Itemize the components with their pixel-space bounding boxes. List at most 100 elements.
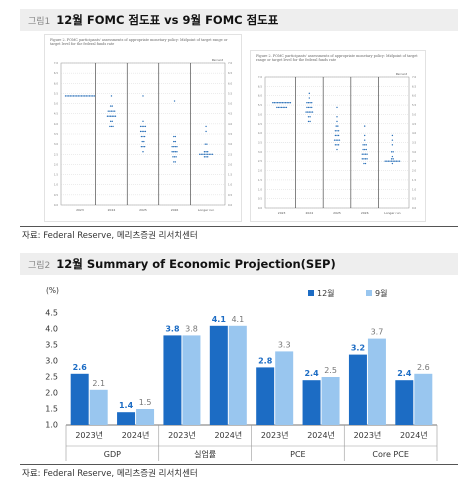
x-tick-label: 2024년 bbox=[400, 430, 428, 440]
sep-dotplot-dot bbox=[392, 160, 394, 162]
sep-dotplot-dot bbox=[281, 102, 284, 104]
sep-dotplot-dot bbox=[391, 162, 394, 165]
sep-dotplot-dot bbox=[337, 134, 340, 137]
dec-dotplot-dot bbox=[205, 130, 207, 133]
sep-dotplot-dot bbox=[288, 102, 290, 104]
bar-value-label-sep: 3.7 bbox=[371, 328, 384, 337]
sep-dotplot-dot bbox=[391, 155, 394, 158]
dec-dotplot-dot bbox=[68, 95, 70, 97]
sep-dotplot-dot bbox=[361, 158, 363, 160]
dec-dotplot-dot bbox=[143, 135, 146, 138]
x-tick-label: 2023년 bbox=[75, 430, 103, 440]
sep-dotplot-dot bbox=[384, 160, 386, 162]
bar-value-label-sep: 1.5 bbox=[139, 398, 152, 407]
dec-dotplot-dot bbox=[79, 95, 81, 97]
bar-value-label-sep: 2.6 bbox=[417, 363, 430, 372]
dec-dotplot-dot bbox=[174, 145, 177, 148]
sep-dotplot-ytick-left: 7.0 bbox=[258, 75, 262, 79]
sep-dotplot-dot bbox=[309, 102, 311, 104]
sep-dotplot-ytick-right: 2.5 bbox=[412, 159, 416, 163]
dec-dotplot-dot bbox=[110, 95, 113, 97]
dec-dotplot-dot bbox=[203, 156, 206, 158]
dec-dotplot-ytick-left: 7.0 bbox=[54, 61, 58, 65]
sep-dotplot-ytick-left: 0.5 bbox=[258, 197, 262, 201]
dec-dotplot-dot bbox=[144, 125, 147, 128]
group-label: GDP bbox=[104, 450, 121, 459]
sep-dotplot-dot bbox=[336, 116, 338, 118]
sep-dotplot-dot bbox=[307, 102, 310, 104]
bar-sep bbox=[182, 335, 201, 425]
dec-dotplot-dot bbox=[208, 153, 210, 155]
bar-value-label-sep: 3.8 bbox=[185, 324, 198, 333]
sep-dotplot-dot bbox=[335, 139, 337, 141]
dec-dotplot-dot bbox=[173, 135, 175, 138]
dec-dotplot-dot bbox=[85, 95, 88, 97]
dec-dotplot-ytick-right: 4.0 bbox=[228, 122, 232, 126]
sep-dotplot-xtick: 2024 bbox=[305, 211, 313, 215]
dec-dotplot-ytick-right: 6.0 bbox=[228, 81, 232, 85]
dec-dotplot-ytick-right: 4.5 bbox=[228, 112, 232, 116]
dot-plot-september: Figure 2. FOMC participants' assessments… bbox=[250, 50, 426, 222]
x-tick-label: 2024년 bbox=[214, 430, 242, 440]
y-tick-label: 4.5 bbox=[45, 309, 58, 318]
sep-dotplot-dot bbox=[387, 160, 390, 162]
dec-dotplot-dot bbox=[112, 110, 114, 112]
legend-label-sep: 9월 bbox=[375, 288, 387, 298]
dec-dotplot-dot bbox=[143, 130, 145, 133]
sep-dotplot-dot bbox=[278, 102, 280, 104]
dec-dotplot-dot bbox=[173, 140, 175, 143]
sep-dotplot-dot bbox=[394, 160, 396, 162]
dec-dotplot-dot bbox=[142, 120, 144, 123]
dot-plot-december-caption: Figure 2. FOMC participants' assessments… bbox=[50, 38, 228, 47]
dec-dotplot-dot bbox=[109, 120, 112, 123]
dec-dotplot-y-axis-title: Percent bbox=[212, 58, 224, 62]
dec-dotplot-dot bbox=[174, 135, 177, 138]
dec-dotplot-dot bbox=[113, 110, 116, 112]
dec-dotplot-dot bbox=[77, 95, 80, 97]
sep-dotplot-dot bbox=[337, 139, 339, 141]
figure1-title: 12월 FOMC 점도표 vs 9월 FOMC 점도표 bbox=[56, 13, 279, 27]
dec-dotplot-dot bbox=[171, 151, 173, 153]
x-tick-label: 2023년 bbox=[354, 430, 382, 440]
dec-dotplot-dot bbox=[80, 95, 83, 97]
sep-dotplot-dot bbox=[337, 144, 340, 146]
sep-dotplot-dot bbox=[309, 120, 311, 123]
dec-dotplot-dot bbox=[172, 156, 174, 158]
sep-dotplot-dot bbox=[308, 111, 311, 113]
sep-dotplot-dot bbox=[364, 162, 367, 165]
sep-dotplot-dot bbox=[363, 144, 366, 146]
dec-dotplot-dot bbox=[107, 110, 109, 112]
dec-dotplot-dot bbox=[142, 135, 144, 138]
dec-dotplot-ytick-right: 2.5 bbox=[228, 152, 232, 156]
sep-dotplot-dot bbox=[389, 160, 391, 162]
sep-dotplot-dot bbox=[363, 158, 365, 160]
sep-dotplot-dot bbox=[308, 97, 311, 99]
dec-dotplot-dot bbox=[198, 153, 201, 155]
sep-dotplot-ytick-right: 6.0 bbox=[412, 94, 416, 98]
bar-value-label-sep: 2.1 bbox=[92, 379, 105, 388]
dec-dotplot-dot bbox=[144, 130, 147, 133]
dec-dotplot-dot bbox=[204, 143, 206, 145]
sep-dotplot-dot bbox=[365, 144, 367, 146]
dec-dotplot-ytick-left: 4.5 bbox=[54, 112, 58, 116]
dec-dotplot-dot bbox=[173, 156, 176, 158]
dot-plot-september-svg: 0.0 0.0 0.5 0.5 1.0 1.0 1.5 1.5 2.0 2.0 2.5 2.5 3.0 3… bbox=[258, 72, 417, 215]
sep-dotplot-dot bbox=[390, 158, 393, 160]
dec-dotplot-dot bbox=[142, 151, 144, 153]
sep-dotplot-dot bbox=[277, 106, 280, 109]
sep-dotplot-dot bbox=[363, 162, 365, 165]
figure2-header: 그림2 12월 Summary of Economic Projection(S… bbox=[20, 253, 458, 275]
sep-dotplot-dot bbox=[335, 125, 337, 127]
sep-dotplot-dot bbox=[366, 153, 368, 155]
dec-dotplot-dot bbox=[203, 153, 206, 155]
sep-dotplot-ytick-left: 6.5 bbox=[258, 84, 262, 88]
dec-dotplot-ytick-left: 3.0 bbox=[54, 142, 58, 146]
bar-value-label-dec: 1.4 bbox=[119, 401, 134, 410]
dec-dotplot-dot bbox=[141, 125, 143, 128]
dec-dotplot-dot bbox=[64, 95, 67, 97]
sep-dotplot-dot bbox=[310, 111, 312, 113]
sep-dotplot-ytick-right: 1.5 bbox=[412, 178, 416, 182]
figure2-source-rule bbox=[20, 464, 458, 465]
dec-dotplot-ytick-left: 3.5 bbox=[54, 132, 58, 136]
dec-dotplot-dot bbox=[84, 95, 86, 97]
